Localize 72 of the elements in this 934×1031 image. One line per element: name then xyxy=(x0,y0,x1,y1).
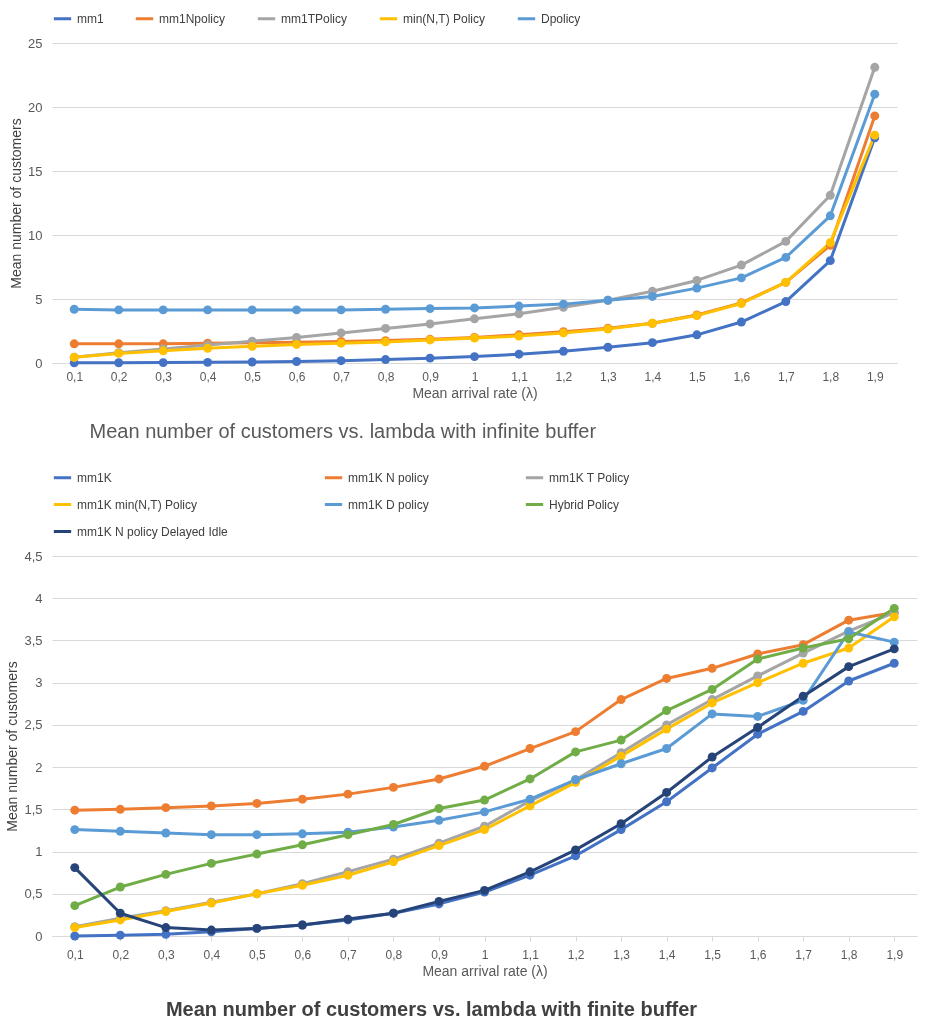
x-tick-label: 1,2 xyxy=(555,369,573,384)
x-tick-label: 0,3 xyxy=(155,369,173,384)
x-axis-title: Mean arrival rate (λ) xyxy=(422,962,548,979)
legend-label: min(N,T) Policy xyxy=(403,11,486,26)
x-tick-label: 0,6 xyxy=(288,369,306,384)
x-tick-label: 1,8 xyxy=(840,947,858,962)
legend-label: Hybrid Policy xyxy=(549,497,620,512)
x-tick-label: 0,7 xyxy=(333,369,351,384)
y-tick-label: 4,5 xyxy=(24,548,43,564)
legend-label: mm1K N policy Delayed Idle xyxy=(77,524,229,539)
y-tick-label: 10 xyxy=(28,227,43,243)
text: Mean number of customers vs. lambda with infinite buffer xyxy=(89,420,597,442)
y-axis-title: Mean number of customers xyxy=(8,118,25,289)
y-tick-label: 15 xyxy=(28,163,43,179)
legend-label: mm1K xyxy=(77,470,112,485)
x-tick-label: 0,8 xyxy=(385,947,403,962)
y-tick-label: 0,5 xyxy=(24,886,43,902)
x-tick-label: 1,2 xyxy=(567,947,585,962)
x-tick-label: 1,8 xyxy=(822,369,840,384)
y-tick-label: 0 xyxy=(35,928,43,944)
legend-label: mm1 xyxy=(77,11,104,26)
y-tick-label: 3,5 xyxy=(24,632,43,648)
x-tick-label: 1,6 xyxy=(749,947,767,962)
x-tick-label: 1,1 xyxy=(511,369,529,384)
x-tick-label: 1,1 xyxy=(522,947,540,962)
x-tick-label: 1,5 xyxy=(689,369,707,384)
y-axis-title: Mean number of customers xyxy=(4,661,21,832)
y-tick-label: 5 xyxy=(35,291,43,307)
x-tick-label: 0,5 xyxy=(244,369,262,384)
y-tick-label: 2 xyxy=(35,759,43,775)
x-tick-label: 1,9 xyxy=(886,947,904,962)
x-tick-label: 1,5 xyxy=(704,947,722,962)
x-tick-label: 0,2 xyxy=(112,947,130,962)
y-tick-label: 1 xyxy=(35,844,43,860)
legend-label: Dpolicy xyxy=(541,11,581,26)
x-tick-label: 0,9 xyxy=(422,369,440,384)
x-tick-label: 0,8 xyxy=(377,369,395,384)
x-tick-label: 1 xyxy=(471,369,479,384)
legend-label: mm1TPolicy xyxy=(281,11,348,26)
x-tick-label: 1,4 xyxy=(658,947,676,962)
x-tick-label: 1,3 xyxy=(613,947,631,962)
legend-label: mm1K T Policy xyxy=(549,470,630,485)
x-tick-label: 0,4 xyxy=(203,947,221,962)
legend-label: mm1K D policy xyxy=(348,497,429,512)
y-tick-label: 0 xyxy=(35,355,43,371)
x-tick-label: 1,4 xyxy=(644,369,662,384)
legend-label: mm1K N policy xyxy=(348,470,429,485)
text: Mean number of customers vs. lambda with finite buffer xyxy=(165,998,698,1020)
y-tick-label: 20 xyxy=(28,99,43,115)
x-tick-label: 1 xyxy=(481,947,489,962)
y-tick-label: 4 xyxy=(35,590,43,606)
y-tick-label: 3 xyxy=(35,675,43,691)
x-tick-label: 1,9 xyxy=(866,369,884,384)
x-tick-label: 1,3 xyxy=(600,369,618,384)
x-tick-label: 0,4 xyxy=(199,369,217,384)
x-tick-label: 0,5 xyxy=(249,947,267,962)
x-tick-label: 1,6 xyxy=(733,369,751,384)
x-tick-label: 0,6 xyxy=(294,947,312,962)
x-tick-label: 0,1 xyxy=(66,369,84,384)
y-tick-label: 25 xyxy=(28,35,43,51)
x-tick-label: 0,9 xyxy=(431,947,449,962)
y-tick-label: 2,5 xyxy=(24,717,43,733)
x-tick-label: 0,7 xyxy=(340,947,358,962)
x-tick-label: 1,7 xyxy=(777,369,795,384)
x-tick-label: 0,2 xyxy=(110,369,128,384)
legend-label: mm1Npolicy xyxy=(159,11,226,26)
x-tick-label: 1,7 xyxy=(795,947,813,962)
x-tick-label: 0,1 xyxy=(66,947,84,962)
legend-label: mm1K min(N,T) Policy xyxy=(77,497,198,512)
x-axis-title: Mean arrival rate (λ) xyxy=(412,384,538,401)
x-tick-label: 0,3 xyxy=(157,947,175,962)
y-tick-label: 1,5 xyxy=(24,801,43,817)
